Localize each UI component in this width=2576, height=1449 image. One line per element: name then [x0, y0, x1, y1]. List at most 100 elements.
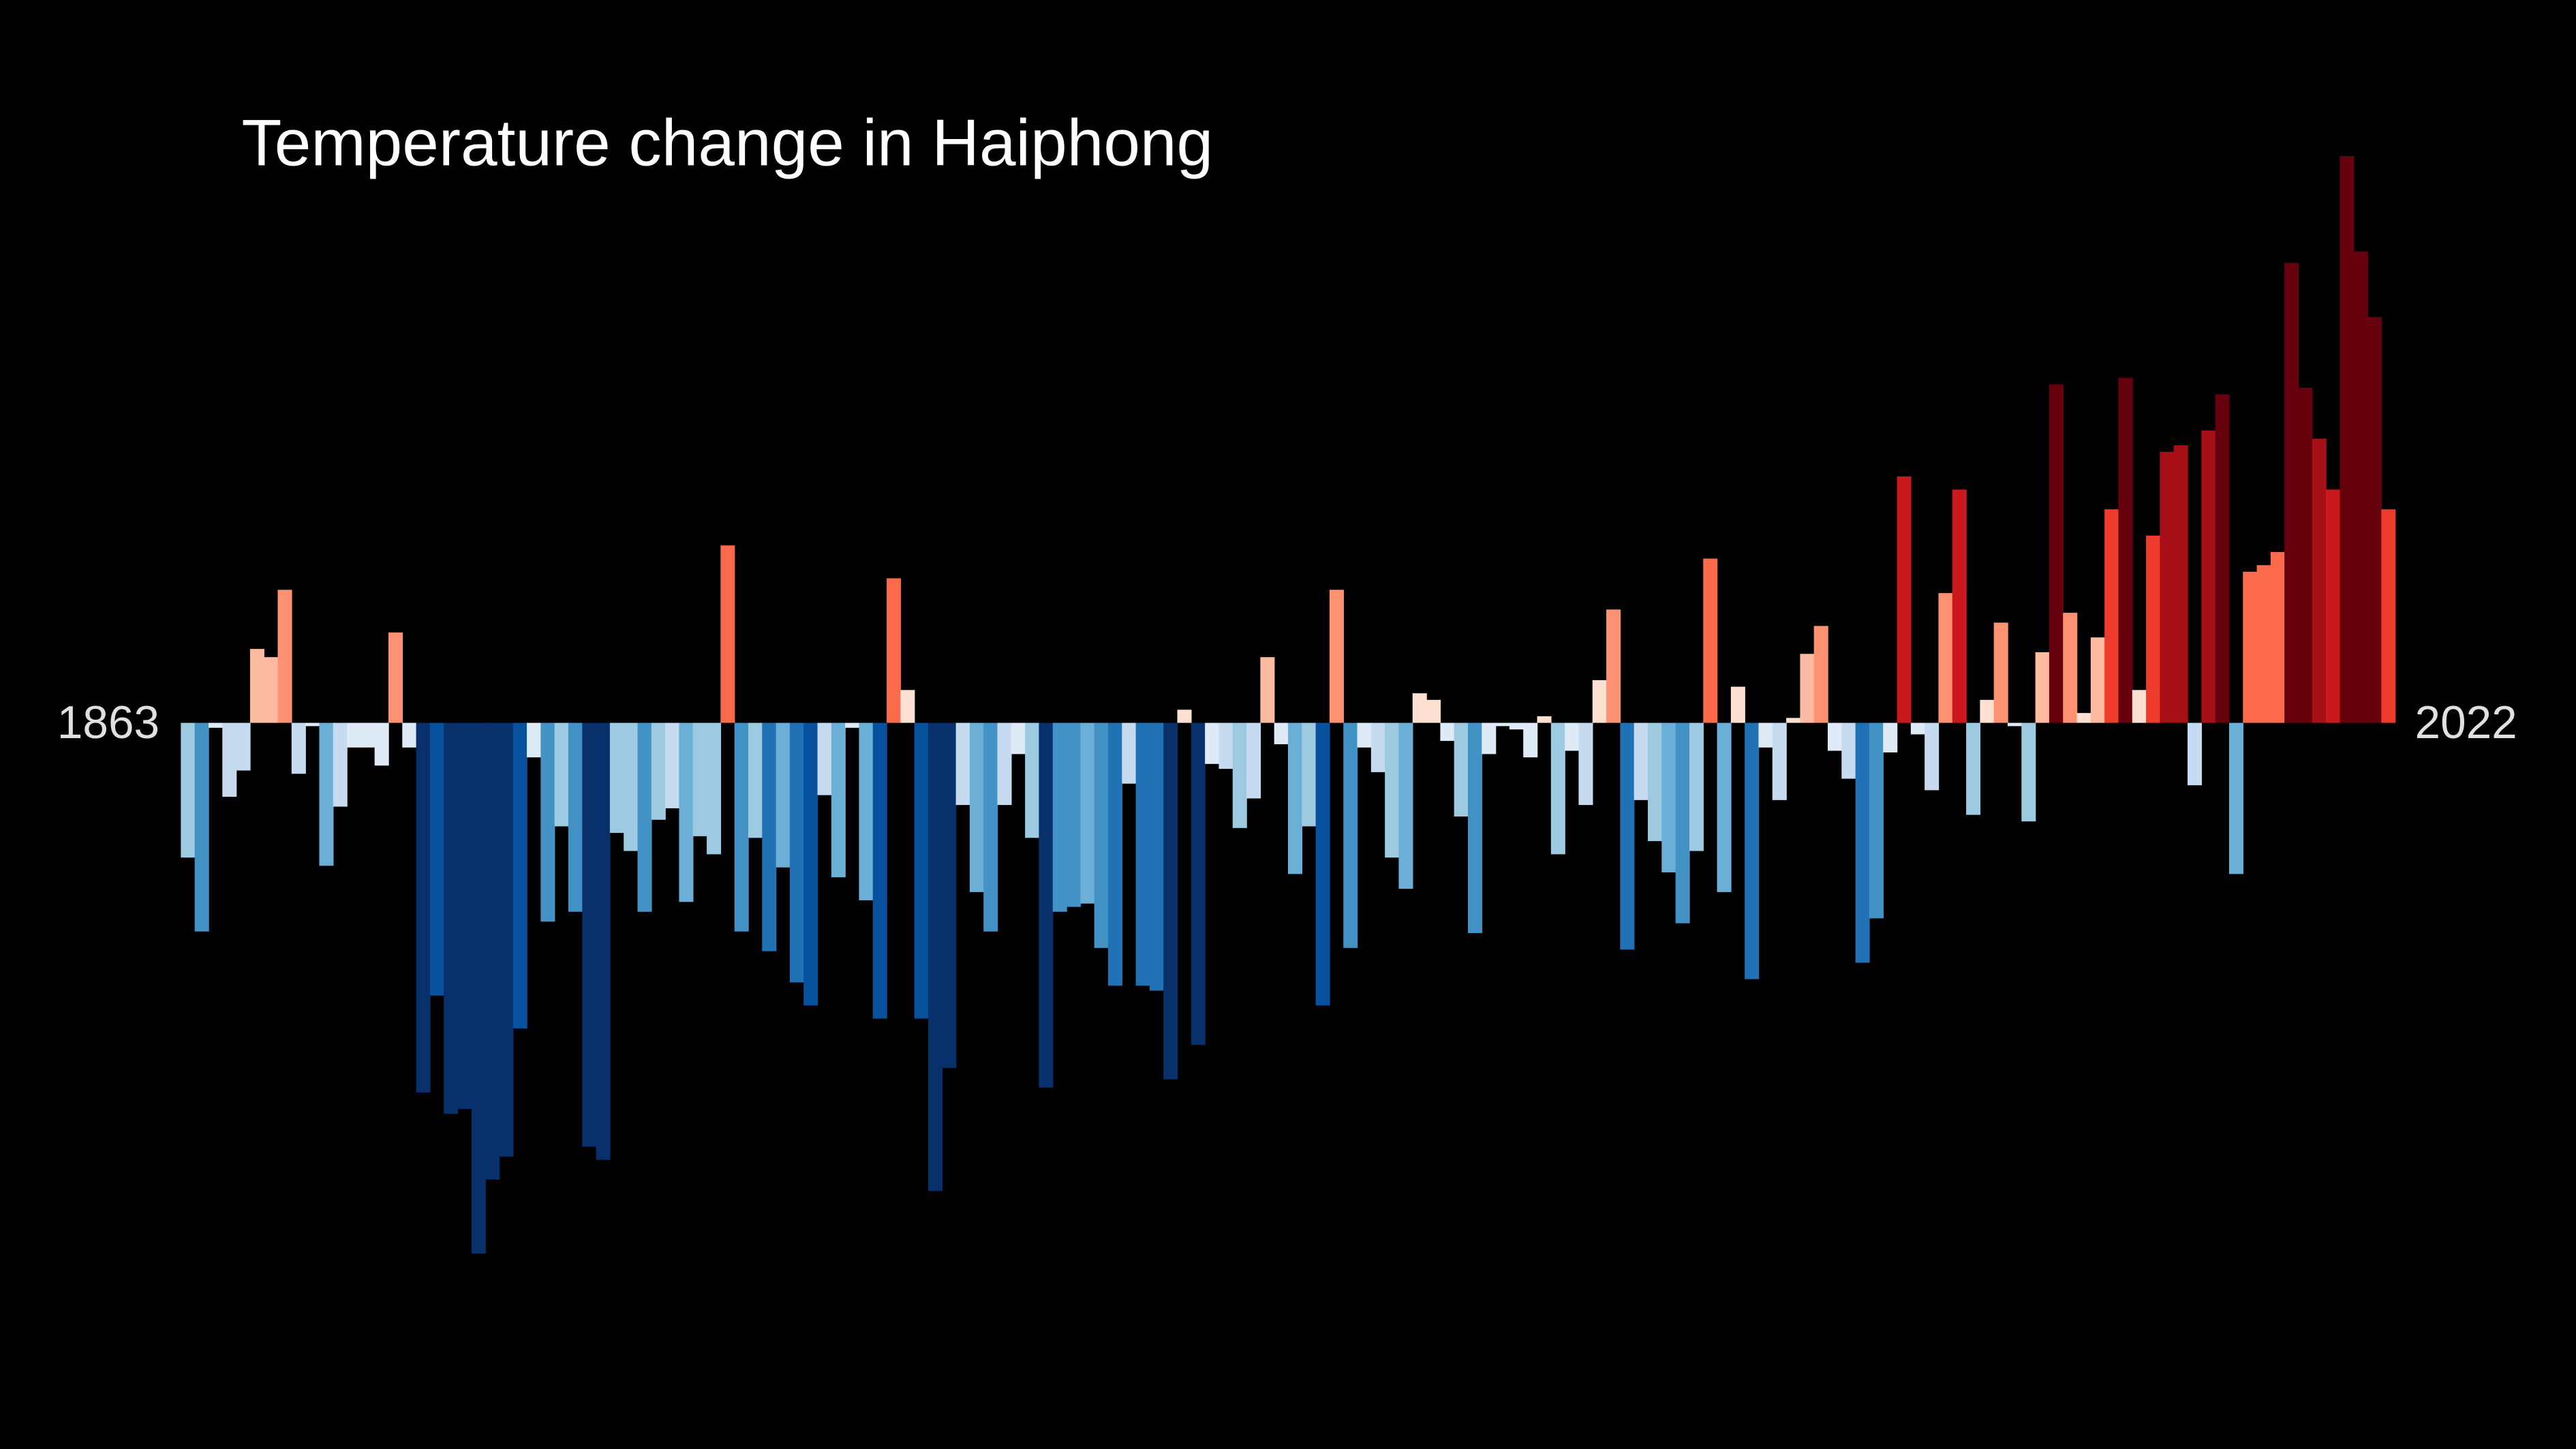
bar [1343, 722, 1358, 948]
bar [789, 722, 804, 983]
bar [859, 722, 874, 900]
bar [2326, 489, 2341, 723]
bar [1550, 722, 1565, 855]
bar [291, 722, 306, 774]
bar [181, 722, 196, 858]
bar [471, 722, 486, 1254]
bar [1468, 722, 1483, 934]
bar [1606, 609, 1621, 723]
bar [887, 578, 902, 723]
bar [499, 722, 514, 1157]
bar [319, 722, 334, 866]
bar [1786, 718, 1801, 723]
bar [1232, 722, 1247, 828]
bar [817, 722, 832, 795]
bar [1883, 722, 1898, 752]
bar [1813, 626, 1828, 723]
bar [1869, 722, 1884, 919]
bar [444, 722, 459, 1114]
bar [1122, 722, 1137, 784]
bar [1910, 722, 1925, 735]
bar [1218, 722, 1233, 769]
bar [983, 722, 998, 932]
bar [2118, 378, 2133, 723]
bar [194, 722, 209, 932]
bar [1841, 722, 1856, 779]
bar [2188, 722, 2203, 786]
bar [1952, 489, 1967, 723]
bar [2076, 713, 2091, 723]
bar [872, 722, 887, 1019]
bar [679, 722, 694, 902]
bar [955, 722, 970, 806]
bar [1149, 722, 1164, 991]
bar [429, 722, 444, 996]
bar [900, 690, 915, 723]
bar [1966, 722, 1981, 815]
bar [416, 722, 431, 1093]
bar [527, 722, 542, 758]
bar [651, 722, 666, 820]
bar [1495, 722, 1510, 727]
bar [1370, 722, 1385, 772]
bar [1067, 722, 1082, 907]
bar [277, 590, 292, 723]
bar [2021, 722, 2036, 822]
bar [264, 657, 279, 723]
bar [1163, 722, 1178, 1080]
bar [2008, 722, 2023, 727]
bar [333, 722, 348, 807]
bar [1745, 722, 1760, 979]
bar [568, 722, 583, 912]
bar [222, 722, 237, 797]
bar [2173, 445, 2188, 723]
bar [2256, 565, 2271, 723]
bar [1177, 710, 1192, 723]
bar [1980, 699, 1995, 723]
bar [776, 722, 791, 868]
bar [1620, 722, 1635, 950]
bar [1703, 558, 1718, 723]
bar [927, 722, 943, 1191]
bar [692, 722, 707, 836]
bar [831, 722, 846, 878]
bar [624, 722, 639, 851]
bar [1855, 722, 1870, 963]
bar [208, 722, 224, 728]
bar [1302, 722, 1317, 827]
bar [1730, 686, 1745, 723]
bar [512, 722, 527, 1028]
bar [1412, 693, 1427, 723]
bar [2381, 509, 2396, 723]
bar [249, 649, 264, 723]
bar [1011, 722, 1026, 754]
bar [2228, 722, 2243, 874]
bar [762, 722, 777, 951]
bar [1080, 722, 1095, 904]
bar [1426, 699, 1441, 723]
bar [1107, 722, 1123, 986]
bar [2104, 509, 2119, 723]
bar [1315, 722, 1330, 1006]
bar [236, 722, 251, 771]
bar [1440, 722, 1455, 742]
bar [1661, 722, 1676, 872]
bar [1398, 722, 1413, 889]
bar [1828, 722, 1843, 751]
bar [1052, 722, 1067, 912]
bar [1135, 722, 1150, 986]
bar [402, 722, 417, 748]
bar [2132, 690, 2147, 723]
bar [707, 722, 722, 855]
bar [1288, 722, 1303, 874]
bar [914, 722, 929, 1019]
bar [2049, 384, 2064, 723]
chart-title: Temperature change in Haiphong [242, 106, 1214, 179]
bar [2298, 387, 2313, 723]
bar [1385, 722, 1400, 858]
bar [1246, 722, 1261, 799]
bar [1357, 722, 1372, 748]
bar [582, 722, 597, 1147]
